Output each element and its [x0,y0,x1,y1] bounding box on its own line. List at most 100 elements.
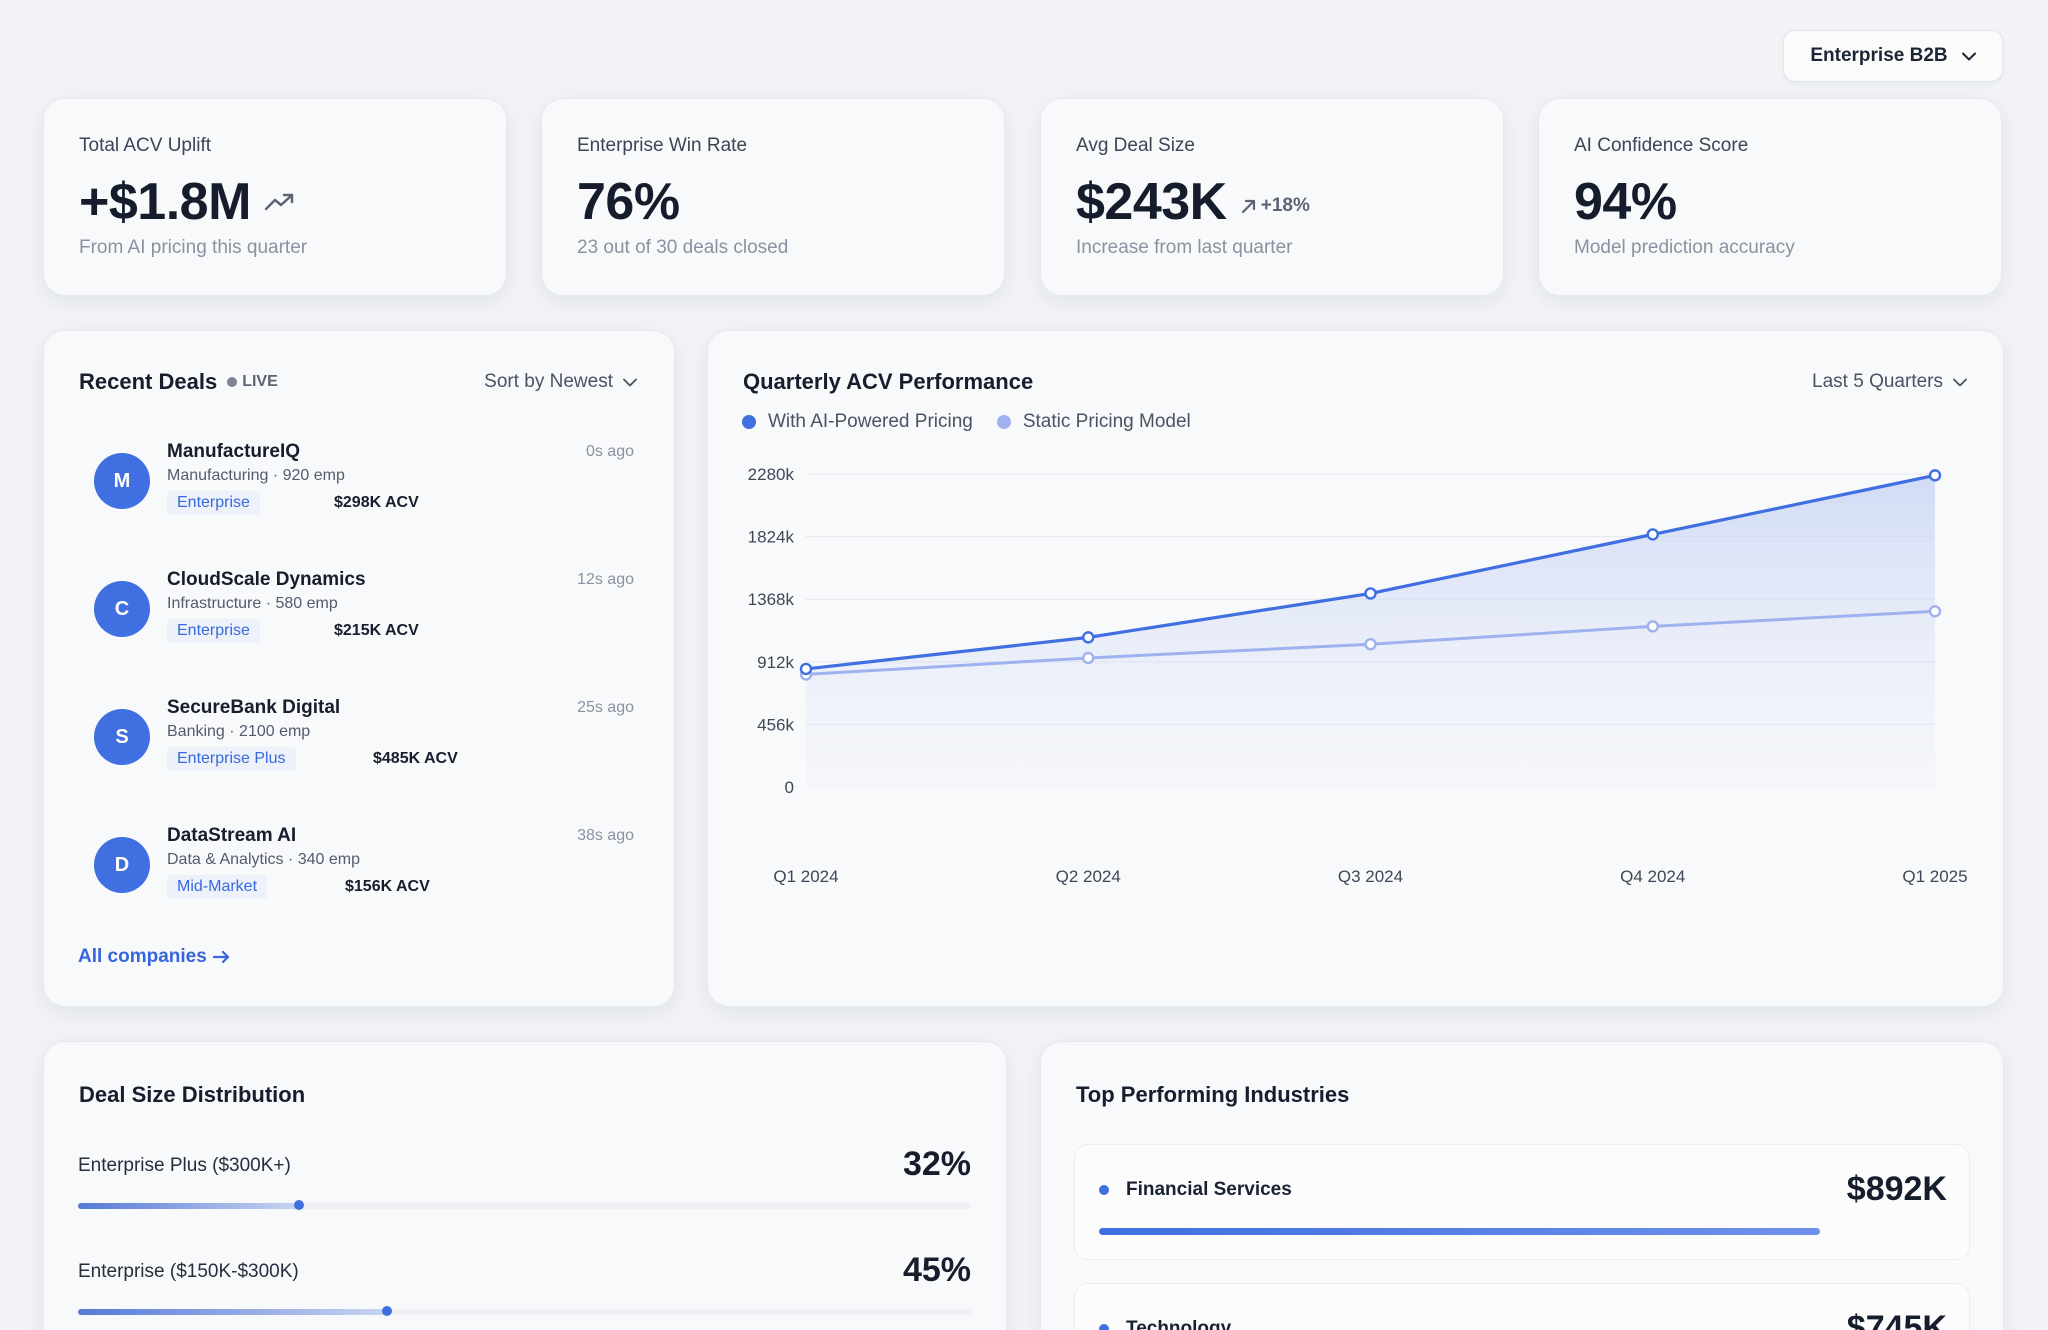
kpi-subtext: From AI pricing this quarter [79,237,308,258]
kpi-value: +$1.8M [79,173,251,231]
data-point[interactable] [799,662,813,676]
link-label: All companies [78,946,207,967]
sort-label: Sort by Newest [484,371,613,392]
x-tick-label: Q2 2024 [1056,867,1121,886]
y-tick-label: 456k [757,715,794,734]
distribution-percent: 32% [902,1145,971,1183]
live-dot-icon [227,377,238,387]
distribution-percent: 45% [902,1251,971,1289]
trending-up-icon [264,193,294,211]
kpi-delta-value: +18% [1260,195,1310,216]
deal-list-item[interactable]: S SecureBank Digital Banking · 2100 emp … [94,697,634,797]
company-avatar: D [94,837,150,893]
live-badge: LIVE [227,373,278,391]
kpi-label: AI Confidence Score [1574,135,1749,156]
card-title: Deal Size Distribution [79,1082,306,1107]
industry-item[interactable]: Financial Services $892K [1074,1144,1970,1260]
industry-name: Financial Services [1126,1179,1292,1200]
company-meta: Manufacturing · 920 emp [167,467,345,484]
deal-timestamp: 12s ago [577,571,634,588]
deal-acv: $215K ACV [334,622,419,639]
x-tick-label: Q4 2024 [1620,867,1685,886]
kpi-label: Total ACV Uplift [79,135,211,156]
card-title: Recent Deals [79,369,218,394]
company-avatar: C [94,581,150,637]
deal-acv: $298K ACV [334,494,419,511]
range-dropdown[interactable]: Last 5 Quarters [1812,371,1967,393]
company-name: ManufactureIQ [167,441,301,462]
chart-legend: With AI-Powered Pricing Static Pricing M… [742,411,1191,433]
card-title: Quarterly ACV Performance [743,369,1034,394]
data-point[interactable] [1928,605,1942,618]
kpi-label: Avg Deal Size [1076,135,1195,156]
segment-dropdown[interactable]: Enterprise B2B [1783,30,2003,82]
company-meta: Infrastructure · 580 emp [167,595,338,612]
company-name: SecureBank Digital [167,697,341,718]
company-avatar: S [94,709,150,765]
kpi-delta: +18% [1239,195,1310,217]
industry-bar [1099,1228,1820,1235]
kpi-value: 76% [577,173,680,231]
tier-badge: Enterprise Plus [167,747,296,771]
data-point[interactable] [1928,469,1942,482]
company-meta: Banking · 2100 emp [167,723,311,740]
data-point[interactable] [1082,631,1095,644]
tier-badge: Mid-Market [167,875,268,899]
data-point[interactable] [1646,528,1659,541]
company-name: CloudScale Dynamics [167,569,366,590]
y-tick-label: 2280k [748,465,795,484]
legend-item[interactable]: Static Pricing Model [996,411,1191,433]
chevron-down-icon [623,378,637,386]
deal-distribution-card: Deal Size Distribution [43,1041,1007,1330]
legend-label: With AI-Powered Pricing [768,411,973,432]
arrow-right-icon [212,950,229,964]
y-tick-label: 1368k [748,590,795,609]
deal-list-item[interactable]: M ManufactureIQ Manufacturing · 920 emp … [94,441,634,541]
distribution-bar [78,1306,971,1316]
deal-timestamp: 25s ago [577,699,634,716]
y-tick-label: 0 [785,778,794,797]
distribution-bar-marker [293,1200,304,1210]
kpi-card-acv-uplift: Total ACV Uplift +$1.8M From AI pricing … [43,98,507,296]
industry-item[interactable]: Technology $745K [1074,1283,1970,1330]
y-tick-label: 912k [757,653,794,672]
x-tick-label: Q3 2024 [1338,867,1403,886]
company-meta: Data & Analytics · 340 emp [167,851,360,868]
range-label: Last 5 Quarters [1812,371,1943,392]
deal-list-item[interactable]: C CloudScale Dynamics Infrastructure · 5… [94,569,634,669]
data-point[interactable] [1646,620,1659,633]
kpi-label: Enterprise Win Rate [577,135,748,156]
data-point[interactable] [1082,651,1095,665]
kpi-subtext: Increase from last quarter [1076,237,1293,258]
data-point[interactable] [1364,587,1377,600]
y-tick-label: 1824k [748,528,795,547]
distribution-bar-fill [78,1309,387,1315]
sort-dropdown[interactable]: Sort by Newest [484,371,637,393]
legend-item[interactable]: With AI-Powered Pricing [742,411,973,433]
tier-badge: Enterprise [167,619,260,643]
all-companies-link[interactable]: All companies [78,946,231,968]
industry-value: $892K [1846,1170,1947,1208]
kpi-card-win-rate: Enterprise Win Rate 76% 23 out of 30 dea… [541,98,1005,296]
distribution-label: Enterprise ($150K-$300K) [78,1261,299,1282]
distribution-bar-marker [381,1306,392,1316]
arrow-up-right-icon [1241,199,1255,214]
distribution-bar-fill [78,1203,299,1209]
tier-badge: Enterprise [167,491,260,515]
deal-list-item[interactable]: D DataStream AI Data & Analytics · 340 e… [94,825,634,925]
kpi-card-ai-confidence: AI Confidence Score 94% Model prediction… [1538,98,2002,296]
x-tick-label: Q1 2025 [1902,867,1967,886]
deal-timestamp: 38s ago [577,827,634,844]
card-title: Top Performing Industries [1076,1082,1350,1107]
acv-area-chart: 0 456k 912k 1368k 1824k 2280k Q1 2024 Q2 2024 Q… [748,465,1968,886]
live-label: LIVE [242,373,278,390]
distribution-row: Enterprise ($150K-$300K) 45% [78,1251,971,1316]
kpi-value: 94% [1574,173,1677,231]
legend-label: Static Pricing Model [1022,411,1191,432]
kpi-value: $243K [1076,173,1227,231]
segment-label: Enterprise B2B [1810,45,1948,66]
data-point[interactable] [1364,638,1377,651]
industry-value: $745K [1846,1309,1947,1330]
company-name: DataStream AI [167,825,297,846]
industry-dot-icon [1099,1324,1109,1330]
